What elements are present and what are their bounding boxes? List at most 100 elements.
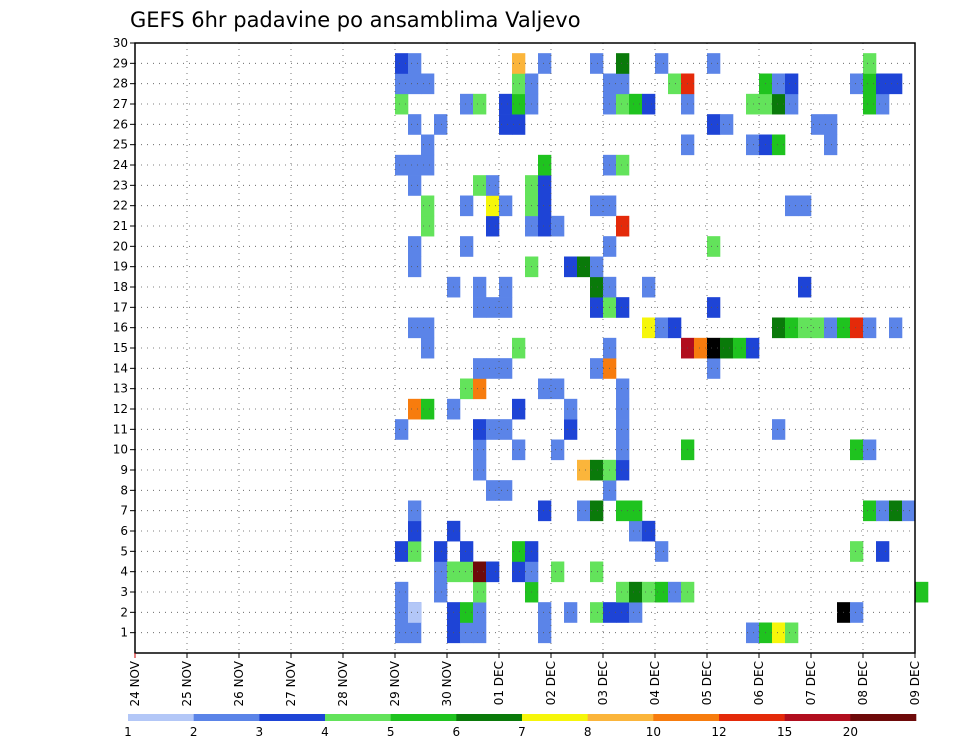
heat-cell: [902, 500, 916, 522]
colorbar-swatch: [193, 714, 260, 721]
heat-cell: [512, 337, 526, 359]
heat-cell: [564, 256, 578, 278]
heat-cell: [499, 419, 513, 440]
y-tick-label: 24: [113, 158, 128, 172]
heat-cell: [395, 93, 409, 115]
y-tick-label: 11: [113, 422, 128, 436]
heat-cell: [551, 439, 565, 461]
heat-cell: [746, 622, 760, 644]
heat-cell: [499, 480, 513, 501]
colorbar-swatch: [719, 714, 785, 721]
heat-cell: [863, 317, 877, 339]
x-tick-label: 26 NOV: [232, 660, 246, 706]
heat-cell: [772, 622, 786, 644]
heat-cell: [590, 297, 604, 318]
heat-cell: [785, 317, 799, 339]
heat-cell: [486, 297, 500, 318]
colorbar-label: 6: [453, 725, 461, 739]
y-tick-label: 8: [120, 483, 128, 497]
heat-cell: [616, 154, 630, 176]
heat-cell: [473, 439, 487, 461]
heat-cell: [473, 93, 487, 115]
x-tick-label: 04 DEC: [648, 661, 662, 705]
y-tick-label: 1: [120, 626, 128, 640]
heat-cell: [863, 73, 877, 95]
heat-cell: [512, 541, 526, 562]
colorbar-label: 5: [387, 725, 395, 739]
heat-cell: [863, 53, 877, 74]
chart-title: GEFS 6hr padavine po ansamblima Valjevo: [130, 8, 581, 32]
heat-cell: [629, 500, 643, 522]
heat-cell: [551, 215, 565, 237]
heat-cell: [629, 93, 643, 115]
heat-cell: [434, 581, 448, 603]
heat-cell: [460, 93, 474, 115]
y-tick-label: 25: [113, 138, 128, 152]
heat-cell: [538, 175, 552, 196]
heat-cell: [590, 53, 604, 74]
heat-cell: [642, 520, 656, 542]
heat-cell: [408, 114, 422, 135]
heat-cell: [486, 480, 500, 501]
cells-layer: [395, 53, 929, 644]
colorbar-swatch: [653, 714, 720, 721]
colorbar-label: 7: [518, 725, 526, 739]
heat-cell: [876, 541, 890, 562]
heat-cell: [590, 561, 604, 583]
heat-cell: [590, 276, 604, 298]
heat-cell: [824, 317, 838, 339]
heat-cell: [863, 439, 877, 461]
heat-cell: [772, 419, 786, 440]
heat-cell: [863, 500, 877, 522]
heat-cell: [473, 358, 487, 379]
y-tick-label: 4: [120, 565, 128, 579]
x-tick-label: 25 NOV: [180, 660, 194, 706]
heat-cell: [408, 520, 422, 542]
heat-cell: [564, 602, 578, 623]
colorbar-label: 12: [711, 725, 726, 739]
heat-cell: [499, 276, 513, 298]
x-tick-label: 29 NOV: [388, 660, 402, 706]
heat-cell: [850, 541, 864, 562]
heat-cell: [785, 93, 799, 115]
heat-cell: [395, 154, 409, 176]
heat-cell: [850, 317, 864, 339]
heat-cell: [408, 622, 422, 644]
heat-cell: [395, 581, 409, 603]
heat-cell: [473, 602, 487, 623]
heat-cell: [434, 114, 448, 135]
y-tick-label: 10: [113, 443, 128, 457]
heat-cell: [460, 541, 474, 562]
heat-cell: [421, 215, 435, 237]
y-tick-label: 16: [113, 321, 128, 335]
x-tick-label: 24 NOV: [128, 660, 142, 706]
heat-cell: [395, 541, 409, 562]
heat-cell: [512, 93, 526, 115]
heat-cell: [551, 378, 565, 400]
heat-cell: [772, 73, 786, 95]
heat-cell: [473, 622, 487, 644]
heat-cell: [538, 602, 552, 623]
colorbar-swatch: [456, 714, 523, 721]
heat-cell: [850, 602, 864, 623]
heat-cell: [707, 53, 721, 74]
heat-cell: [486, 358, 500, 379]
heat-cell: [824, 134, 838, 156]
heat-cell: [538, 378, 552, 400]
colorbar: 1 2 3 4 5 6 7 8 10 12 15 20: [124, 714, 917, 739]
heat-cell: [408, 256, 422, 278]
heat-cell: [395, 419, 409, 440]
heat-cell: [564, 398, 578, 420]
colorbar-swatch: [259, 714, 326, 721]
heat-cell: [616, 73, 630, 95]
y-tick-label: 21: [113, 219, 128, 233]
heat-cell: [707, 297, 721, 318]
heat-cell: [538, 195, 552, 217]
heat-cell: [499, 358, 513, 379]
heat-cell: [408, 236, 422, 257]
x-tick-label: 08 DEC: [856, 661, 870, 705]
heat-cell: [408, 154, 422, 176]
heat-cell: [460, 602, 474, 623]
heat-cell: [889, 317, 903, 339]
heat-cell: [512, 53, 526, 74]
